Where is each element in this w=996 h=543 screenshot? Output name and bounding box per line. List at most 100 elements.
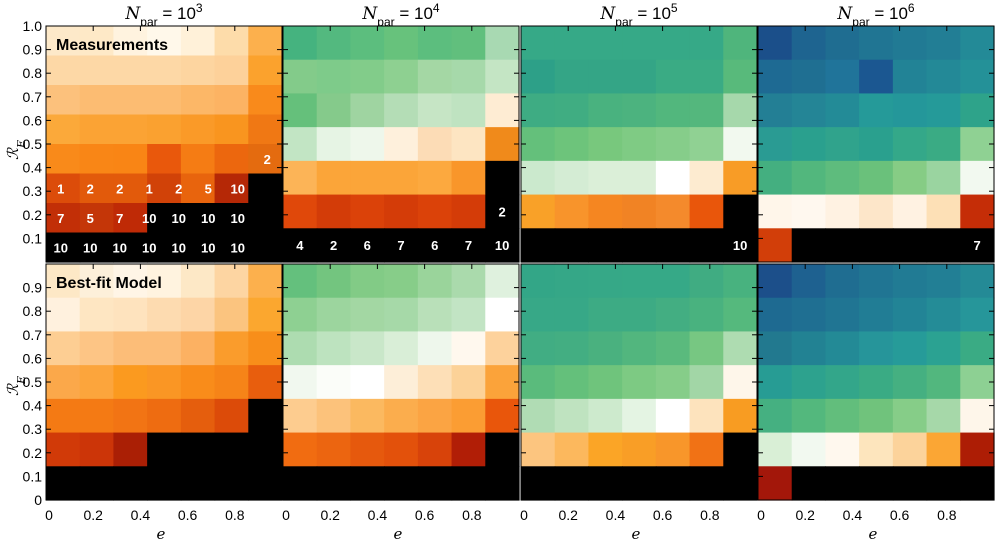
heatmap-cell xyxy=(147,297,182,333)
title-exp: 3 xyxy=(196,1,203,15)
heatmap-cell xyxy=(689,93,724,128)
heatmap-cell xyxy=(622,127,657,162)
heatmap-cell xyxy=(350,59,385,95)
heatmap-cell xyxy=(960,297,995,333)
heatmap-cell xyxy=(554,59,590,95)
heatmap-panels: 2 1 2 2 1 2 5 10 7 5 7 10 10 10 10 10 10 10 10 10 10 10 2 4 2 6 7 6… xyxy=(46,26,995,501)
heatmap-cell xyxy=(521,59,556,95)
title-eq: = 10 xyxy=(158,4,196,23)
heatmap-cell xyxy=(180,432,216,467)
cell-count-label: 10 xyxy=(733,238,747,253)
heatmap-cell xyxy=(248,331,283,366)
heatmap-cell xyxy=(316,365,352,400)
y-tick-label: 0.9 xyxy=(23,42,43,58)
cell-count-label: 2 xyxy=(175,181,182,196)
heatmap-cell xyxy=(350,264,385,299)
y-tick-label: 0.2 xyxy=(23,445,43,461)
heatmap-cell xyxy=(79,26,115,57)
heatmap-cell xyxy=(521,365,556,400)
cell-count-label: 10 xyxy=(231,240,245,255)
heatmap-cell xyxy=(46,297,81,333)
heatmap-cell xyxy=(350,26,385,61)
heatmap-cell xyxy=(147,232,182,263)
heatmap-cell xyxy=(350,398,385,434)
heatmap-cell xyxy=(180,365,216,400)
heatmap-cell xyxy=(791,160,827,196)
cell-count-label: 10 xyxy=(495,238,509,253)
y-axis-label-bottom-subscript: E xyxy=(15,376,28,385)
heatmap-cell xyxy=(859,466,894,501)
x-axis-label: e xyxy=(632,525,641,543)
heatmap-cell xyxy=(46,26,81,57)
heatmap-cell xyxy=(859,26,894,61)
x-tick-label: 0.2 xyxy=(795,507,815,523)
panel-title-col2: Npar = 104 xyxy=(361,1,440,29)
heatmap-cell xyxy=(723,297,758,333)
heatmap-cell xyxy=(214,297,249,333)
heatmap-cell xyxy=(960,398,995,434)
heatmap-cell xyxy=(485,297,520,333)
heatmap-cell xyxy=(723,160,758,196)
heatmap-cell xyxy=(758,127,793,162)
heatmap-cell xyxy=(588,127,623,162)
cell-count-label: 10 xyxy=(54,240,68,255)
heatmap-cell xyxy=(384,297,419,333)
heatmap-cell xyxy=(758,297,793,333)
heatmap-cell xyxy=(180,114,216,145)
heatmap-cell xyxy=(791,228,827,263)
title-base: N xyxy=(836,4,853,24)
heatmap-cell xyxy=(554,26,590,61)
heatmap-cell xyxy=(758,160,793,196)
heatmap-cell xyxy=(521,93,556,128)
heatmap-cell xyxy=(859,160,894,196)
heatmap-cell xyxy=(758,59,793,95)
heatmap-cell xyxy=(622,228,657,263)
heatmap-cell xyxy=(384,26,419,61)
x-tick-label: 0.4 xyxy=(606,507,626,523)
heatmap-cell xyxy=(825,59,860,95)
heatmap-cell xyxy=(79,85,115,116)
heatmap-cell xyxy=(350,228,385,263)
heatmap-cell xyxy=(791,365,827,400)
row-labels: Measurements Best-fit Model xyxy=(56,37,168,292)
heatmap-cell xyxy=(960,264,995,299)
heatmap-cell xyxy=(283,59,318,95)
heatmap-cell xyxy=(214,466,249,501)
heatmap-cell xyxy=(485,398,520,434)
y-tick-label: 0.9 xyxy=(23,280,43,296)
y-tick-label: 0.1 xyxy=(23,230,43,246)
y-tick-label: 0.4 xyxy=(23,398,43,414)
cell-count-label: 2 xyxy=(116,181,123,196)
heatmap-cell xyxy=(689,228,724,263)
x-tick-label: 0.4 xyxy=(131,507,151,523)
heatmap-cell xyxy=(417,228,453,263)
heatmap-cell xyxy=(147,85,182,116)
cell-count-label: 10 xyxy=(231,181,245,196)
heatmap-cell xyxy=(926,194,961,229)
heatmap-cell xyxy=(248,365,283,400)
heatmap-cell xyxy=(622,59,657,95)
heatmap-cell xyxy=(316,93,352,128)
heatmap-panel-r2-c1 xyxy=(46,264,283,501)
heatmap-cell xyxy=(451,59,486,95)
heatmap-cell xyxy=(554,93,590,128)
heatmap-cell xyxy=(521,398,556,434)
heatmap-cell xyxy=(113,85,148,116)
heatmap-cell xyxy=(791,26,827,61)
heatmap-cell xyxy=(248,26,283,57)
heatmap-cell xyxy=(248,297,283,333)
heatmap-cell xyxy=(859,365,894,400)
heatmap-cell xyxy=(350,331,385,366)
heatmap-cell xyxy=(554,194,590,229)
cell-count-label: 5 xyxy=(205,181,212,196)
x-tick-label: 0.2 xyxy=(83,507,103,523)
heatmap-cell xyxy=(113,264,148,299)
heatmap-cell xyxy=(147,55,182,86)
heatmap-cell xyxy=(622,264,657,299)
heatmap-cell xyxy=(46,203,81,234)
heatmap-cell xyxy=(180,466,216,501)
heatmap-cell xyxy=(248,114,283,145)
heatmap-cell xyxy=(384,127,419,162)
heatmap-cell xyxy=(926,432,961,467)
heatmap-cell xyxy=(622,398,657,434)
